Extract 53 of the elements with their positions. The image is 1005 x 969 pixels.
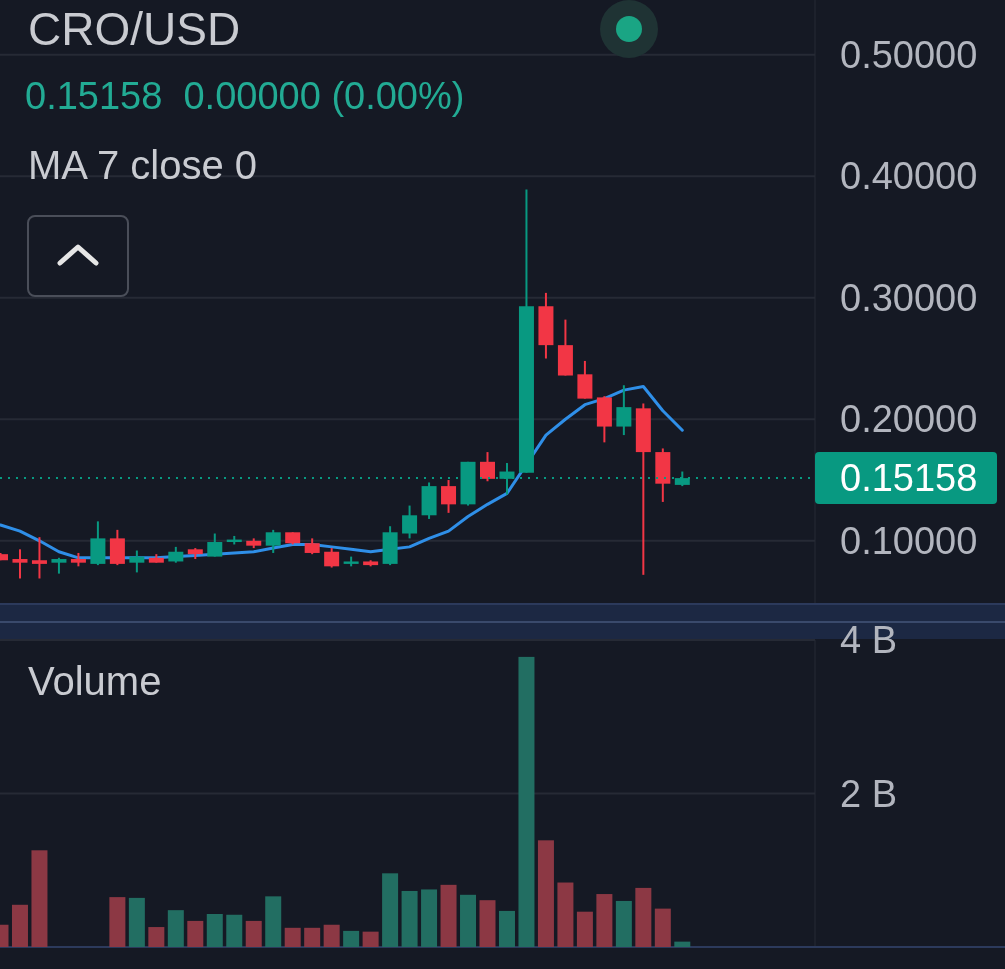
- y-tick-label: 0.40000: [840, 155, 978, 198]
- y-tick-label: 0.50000: [840, 33, 978, 76]
- chart-title: CRO/USD: [28, 3, 241, 55]
- bar: [576, 911, 593, 947]
- candlestick: [480, 451, 495, 483]
- text: 0.15158 0.00000 (0.00%): [25, 75, 465, 117]
- bar: [109, 897, 126, 947]
- annotation: MA 7 close 0: [28, 143, 258, 187]
- y-tick-label: 0.10000: [840, 519, 978, 562]
- candlestick: [324, 547, 340, 569]
- y-tick-label: 0.30000: [840, 276, 978, 319]
- bar: [304, 927, 321, 947]
- bar: [362, 931, 379, 947]
- bar: [284, 927, 301, 947]
- bar: [479, 900, 496, 947]
- candlestick: [207, 532, 223, 558]
- bar: [635, 887, 652, 947]
- bar: [226, 914, 243, 947]
- bar: [382, 873, 399, 947]
- ref-line-label: 0.15158: [840, 457, 978, 500]
- bar: [31, 850, 48, 947]
- bar: [596, 894, 613, 947]
- bar: [460, 894, 477, 947]
- bar: [206, 914, 223, 947]
- bar: [537, 840, 554, 947]
- candlestick: [441, 479, 457, 514]
- bar: [148, 927, 165, 947]
- candlestick: [12, 548, 28, 580]
- bar: [440, 884, 457, 947]
- bar: [343, 930, 360, 947]
- text: Volume: [28, 659, 162, 703]
- bar: [323, 924, 340, 947]
- bar: [615, 900, 632, 947]
- bar: [265, 896, 282, 947]
- y-tick-label: 4 B: [840, 619, 898, 661]
- candlestick: [402, 504, 418, 540]
- bar: [421, 889, 438, 947]
- bar: [401, 890, 418, 947]
- y-tick-label: 2 B: [840, 772, 898, 815]
- bar: [167, 910, 184, 947]
- bar: [674, 941, 691, 947]
- bar: [557, 882, 574, 947]
- candlestick: [616, 384, 632, 437]
- bar: [128, 897, 145, 947]
- candlestick: [265, 528, 281, 554]
- candlestick: [31, 536, 47, 580]
- bar: [187, 920, 204, 947]
- bar: [245, 920, 262, 947]
- candlestick: [129, 549, 145, 574]
- bar: [518, 656, 535, 947]
- bar: [498, 910, 515, 947]
- bar: [654, 908, 671, 947]
- y-tick-label: 0.20000: [840, 398, 978, 441]
